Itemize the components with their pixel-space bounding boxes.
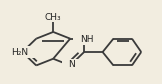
Bar <box>41 10 66 22</box>
Text: NH: NH <box>80 36 93 45</box>
Bar <box>8 46 36 58</box>
Bar <box>62 59 79 72</box>
Text: H₂N: H₂N <box>12 48 29 57</box>
Bar <box>73 33 95 45</box>
Text: CH₃: CH₃ <box>45 13 62 22</box>
Text: N: N <box>68 60 75 69</box>
